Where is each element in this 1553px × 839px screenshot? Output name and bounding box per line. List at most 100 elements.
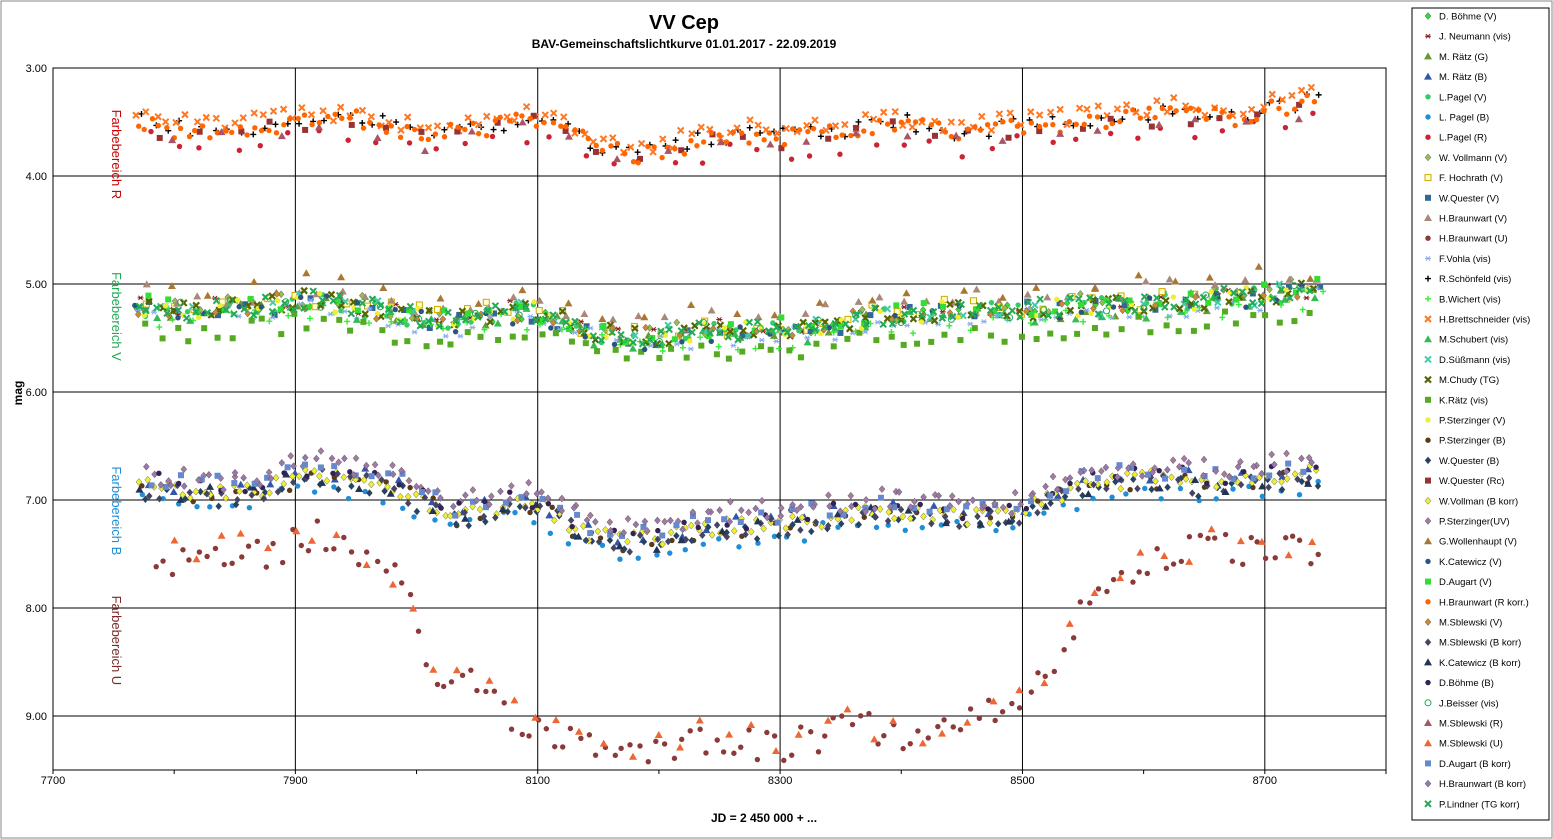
data-point xyxy=(411,514,417,520)
data-point xyxy=(1257,299,1266,308)
data-point xyxy=(186,494,194,502)
data-point xyxy=(1089,296,1098,304)
data-point xyxy=(1424,12,1432,20)
data-point xyxy=(560,744,566,750)
data-point xyxy=(895,488,903,496)
data-point xyxy=(450,502,457,511)
data-point xyxy=(1028,491,1035,500)
data-point xyxy=(724,333,732,341)
data-point xyxy=(491,688,498,694)
data-point xyxy=(764,729,770,736)
data-point xyxy=(1284,111,1290,117)
data-point xyxy=(906,303,913,310)
data-point xyxy=(331,546,337,552)
data-point xyxy=(833,510,842,518)
data-point xyxy=(273,130,280,136)
data-point xyxy=(1015,686,1024,694)
data-point xyxy=(432,489,439,496)
data-point xyxy=(153,304,161,312)
data-point xyxy=(1036,123,1043,130)
data-point xyxy=(1152,114,1158,121)
data-point xyxy=(813,340,820,347)
data-point xyxy=(1095,586,1102,592)
data-point xyxy=(425,306,433,315)
data-point xyxy=(1079,491,1086,500)
data-point xyxy=(494,119,501,126)
data-point xyxy=(1142,314,1151,322)
data-point xyxy=(1042,482,1049,491)
data-point xyxy=(289,478,297,487)
data-point xyxy=(193,292,202,300)
data-point xyxy=(352,454,360,462)
data-point xyxy=(1288,91,1296,100)
data-point xyxy=(440,683,447,690)
x-tick-label: 8100 xyxy=(525,775,549,787)
data-point xyxy=(470,120,476,126)
data-point xyxy=(471,309,479,317)
data-point xyxy=(1425,477,1431,484)
data-point xyxy=(442,333,449,339)
data-point xyxy=(1425,255,1431,261)
data-point xyxy=(583,323,590,330)
legend-label: L.Pagel (V) xyxy=(1439,92,1487,103)
data-point xyxy=(473,496,480,505)
data-point xyxy=(752,504,759,513)
data-point xyxy=(1033,336,1040,343)
legend-entry: H.Braunwart (B korr) xyxy=(1424,779,1526,790)
data-point xyxy=(279,559,286,566)
data-point xyxy=(363,471,370,480)
data-point xyxy=(385,470,392,477)
data-point xyxy=(796,327,802,334)
data-point xyxy=(192,301,200,310)
band-label: Farbebereich R xyxy=(109,110,124,200)
data-point xyxy=(248,317,255,324)
data-point xyxy=(788,156,795,162)
data-point xyxy=(135,478,143,486)
data-point xyxy=(665,339,673,348)
data-point xyxy=(1075,295,1083,303)
data-point xyxy=(634,312,643,320)
data-point xyxy=(512,509,518,516)
data-point xyxy=(541,111,549,119)
legend-label: J. Neumann (vis) xyxy=(1439,32,1511,43)
data-point xyxy=(957,726,964,733)
data-point xyxy=(957,337,964,344)
data-point xyxy=(771,747,780,755)
data-point xyxy=(965,126,971,132)
data-point xyxy=(1013,505,1020,512)
data-point xyxy=(558,317,567,325)
data-point xyxy=(608,328,616,337)
data-point xyxy=(979,499,986,506)
data-point xyxy=(695,716,704,724)
data-point xyxy=(754,313,763,321)
data-point xyxy=(703,750,709,756)
x-tick-label: 8300 xyxy=(768,775,792,787)
data-point xyxy=(361,310,369,318)
data-point xyxy=(661,517,668,526)
data-point xyxy=(649,541,655,548)
data-point xyxy=(1191,115,1200,123)
data-point xyxy=(497,114,503,121)
data-point xyxy=(713,521,721,529)
data-point xyxy=(1229,558,1236,564)
data-point xyxy=(448,679,455,685)
data-point xyxy=(1313,464,1319,470)
data-point xyxy=(1250,475,1257,482)
data-point xyxy=(969,297,977,305)
data-point xyxy=(1074,330,1081,337)
data-point xyxy=(222,494,230,502)
data-point xyxy=(1175,304,1184,313)
data-point xyxy=(1047,499,1054,508)
data-point xyxy=(645,758,651,765)
data-point xyxy=(456,500,462,506)
data-point xyxy=(1014,123,1021,129)
data-point xyxy=(1075,312,1081,319)
data-point xyxy=(582,536,590,545)
data-point xyxy=(730,329,739,337)
data-point xyxy=(627,742,633,748)
data-point xyxy=(486,500,493,509)
data-point xyxy=(236,480,245,488)
data-point xyxy=(287,452,294,460)
data-point xyxy=(432,501,440,509)
data-point xyxy=(612,346,619,353)
